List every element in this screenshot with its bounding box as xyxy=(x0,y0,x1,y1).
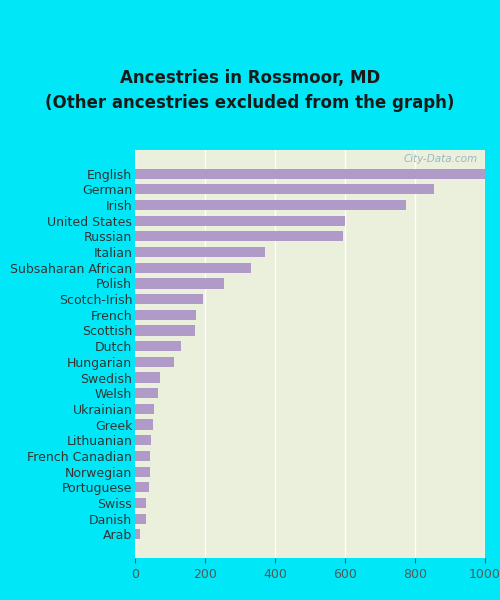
Bar xyxy=(135,451,150,461)
Bar xyxy=(135,388,158,398)
Bar xyxy=(135,514,145,524)
Bar xyxy=(135,294,203,304)
Bar xyxy=(135,482,149,493)
Bar xyxy=(135,419,152,430)
Bar xyxy=(135,263,250,273)
Bar xyxy=(135,341,180,351)
Text: Ancestries in Rossmoor, MD
(Other ancestries excluded from the graph): Ancestries in Rossmoor, MD (Other ancest… xyxy=(46,68,455,112)
Bar xyxy=(135,325,194,335)
Bar xyxy=(135,373,160,383)
Bar xyxy=(135,467,150,477)
Bar xyxy=(135,169,485,179)
Bar xyxy=(135,310,196,320)
Bar xyxy=(135,231,343,241)
Bar xyxy=(135,529,140,539)
Bar xyxy=(135,498,146,508)
Text: City-Data.com: City-Data.com xyxy=(404,154,478,164)
Bar xyxy=(135,278,224,289)
Bar xyxy=(135,404,154,414)
Bar xyxy=(135,357,173,367)
Bar xyxy=(135,435,151,445)
Bar xyxy=(135,247,264,257)
Bar xyxy=(135,200,406,210)
Bar xyxy=(135,184,434,194)
Bar xyxy=(135,215,345,226)
